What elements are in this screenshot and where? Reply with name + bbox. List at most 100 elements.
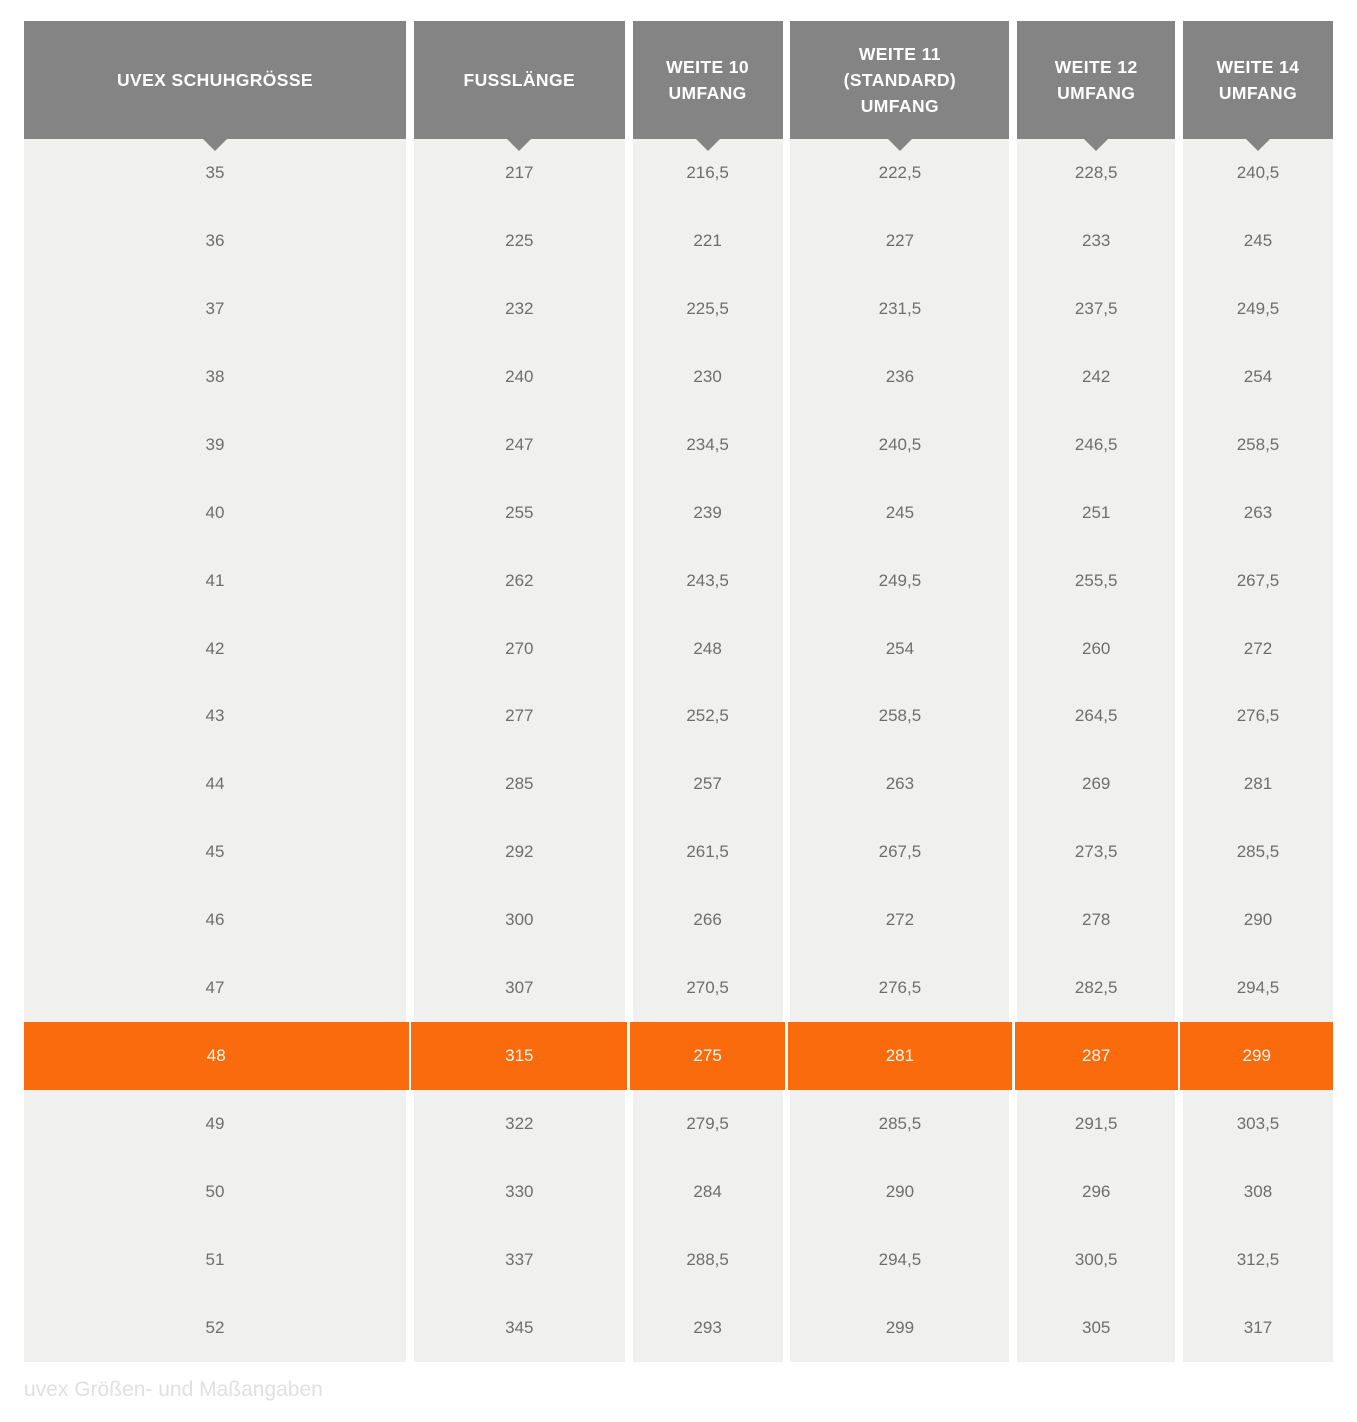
cell-schuhgroesse: 39 — [24, 410, 406, 479]
cell-weite-11-umfang: 236 — [790, 342, 1010, 411]
cell-fusslaenge: 315 — [411, 1022, 628, 1091]
triangle-down-icon — [1244, 138, 1271, 151]
cell-weite-14-umfang: 312,5 — [1182, 1226, 1333, 1294]
cell-schuhgroesse: 46 — [24, 886, 406, 955]
cell-weite-10-umfang: 221 — [632, 206, 783, 275]
cell-weite-10-umfang: 288,5 — [632, 1226, 783, 1294]
cell-weite-11-umfang: 276,5 — [790, 954, 1010, 1023]
cell-weite-12-umfang: 282,5 — [1017, 954, 1176, 1023]
cell-weite-12-umfang: 233 — [1017, 206, 1176, 275]
cell-fusslaenge: 240 — [413, 342, 625, 411]
cell-weite-14-umfang: 294,5 — [1182, 954, 1333, 1023]
header-label-weite-10-umfang: WEITE 10 UMFANG — [666, 57, 750, 103]
cell-weite-14-umfang: 263 — [1182, 478, 1333, 547]
cell-weite-14-umfang: 285,5 — [1182, 818, 1333, 887]
cell-weite-14-umfang: 290 — [1182, 886, 1333, 955]
cell-weite-14-umfang: 308 — [1182, 1158, 1333, 1226]
cell-schuhgroesse: 37 — [24, 274, 406, 343]
cell-schuhgroesse: 45 — [24, 818, 406, 887]
cell-weite-14-umfang: 281 — [1182, 750, 1333, 819]
table-row: 52 345 293 299 305 317 — [24, 1293, 1333, 1362]
table-row: 43 277 252,5 258,5 264,5 276,5 — [24, 682, 1333, 751]
cell-fusslaenge: 322 — [413, 1090, 625, 1159]
cell-weite-12-umfang: 305 — [1017, 1293, 1176, 1362]
cell-weite-12-umfang: 278 — [1017, 886, 1176, 955]
table-row: 45 292 261,5 267,5 273,5 285,5 — [24, 818, 1333, 887]
table-row: 39 247 234,5 240,5 246,5 258,5 — [24, 410, 1333, 479]
header-cell-weite-14-umfang: WEITE 14 UMFANG — [1182, 21, 1333, 151]
table-row: 40 255 239 245 251 263 — [24, 478, 1333, 547]
cell-weite-14-umfang: 276,5 — [1182, 682, 1333, 751]
cell-weite-14-umfang: 254 — [1182, 342, 1333, 411]
cell-schuhgroesse: 50 — [24, 1158, 406, 1226]
table-header-row: UVEX SCHUHGRÖSSE FUSSLÄNGE WEITE 10 UMFA… — [24, 21, 1333, 151]
cell-weite-12-umfang: 296 — [1017, 1158, 1176, 1226]
cell-fusslaenge: 330 — [413, 1158, 625, 1226]
cell-weite-10-umfang: 293 — [632, 1293, 783, 1362]
cell-schuhgroesse: 44 — [24, 750, 406, 819]
cell-weite-10-umfang: 234,5 — [632, 410, 783, 479]
triangle-down-icon — [694, 138, 721, 151]
table-row: 49 322 279,5 285,5 291,5 303,5 — [24, 1090, 1333, 1159]
table-row: 38 240 230 236 242 254 — [24, 342, 1333, 411]
cell-weite-14-umfang: 299 — [1180, 1022, 1333, 1091]
header-label-uvex-schuhgroesse: UVEX SCHUHGRÖSSE — [116, 70, 314, 90]
cell-weite-11-umfang: 249,5 — [790, 546, 1010, 615]
cell-weite-11-umfang: 299 — [790, 1293, 1010, 1362]
cell-weite-11-umfang: 290 — [790, 1158, 1010, 1226]
table-row: 51 337 288,5 294,5 300,5 312,5 — [24, 1226, 1333, 1294]
cell-weite-10-umfang: 230 — [632, 342, 783, 411]
cell-weite-12-umfang: 287 — [1014, 1022, 1178, 1091]
cell-fusslaenge: 225 — [413, 206, 625, 275]
cell-weite-10-umfang: 266 — [632, 886, 783, 955]
cell-weite-14-umfang: 267,5 — [1182, 546, 1333, 615]
cell-fusslaenge: 337 — [413, 1226, 625, 1294]
table-row: 46 300 266 272 278 290 — [24, 886, 1333, 955]
header-cell-fusslaenge: FUSSLÄNGE — [413, 21, 625, 151]
table-body: 35 217 216,5 222,5 228,5 240,5 36 225 22… — [24, 139, 1333, 1362]
cell-weite-10-umfang: 270,5 — [632, 954, 783, 1023]
cell-weite-12-umfang: 246,5 — [1017, 410, 1176, 479]
header-cell-weite-11-standard-umfang: WEITE 11 (STANDARD) UMFANG — [790, 21, 1010, 151]
cell-fusslaenge: 300 — [413, 886, 625, 955]
header-label-fusslaenge: FUSSLÄNGE — [463, 70, 576, 90]
cell-weite-11-umfang: 240,5 — [790, 410, 1010, 479]
cell-fusslaenge: 255 — [413, 478, 625, 547]
table-row: 47 307 270,5 276,5 282,5 294,5 — [24, 954, 1333, 1023]
header-cell-weite-10-umfang: WEITE 10 UMFANG — [632, 21, 783, 151]
header-cell-uvex-schuhgroesse: UVEX SCHUHGRÖSSE — [24, 21, 406, 151]
table-row: 36 225 221 227 233 245 — [24, 206, 1333, 275]
cell-weite-14-umfang: 245 — [1182, 206, 1333, 275]
cell-weite-14-umfang: 258,5 — [1182, 410, 1333, 479]
header-cell-weite-12-umfang: WEITE 12 UMFANG — [1017, 21, 1176, 151]
cell-fusslaenge: 262 — [413, 546, 625, 615]
triangle-down-icon — [506, 138, 533, 151]
cell-weite-11-umfang: 294,5 — [790, 1226, 1010, 1294]
cell-weite-11-umfang: 267,5 — [790, 818, 1010, 887]
cell-weite-10-umfang: 275 — [630, 1022, 786, 1091]
cell-schuhgroesse: 41 — [24, 546, 406, 615]
cell-weite-11-umfang: 231,5 — [790, 274, 1010, 343]
cell-fusslaenge: 277 — [413, 682, 625, 751]
cell-weite-14-umfang: 317 — [1182, 1293, 1333, 1362]
cell-weite-10-umfang: 252,5 — [632, 682, 783, 751]
table-row: 48 315 275 281 287 299 — [24, 1022, 1333, 1091]
cell-weite-11-umfang: 245 — [790, 478, 1010, 547]
triangle-down-icon — [886, 138, 913, 151]
cell-weite-12-umfang: 260 — [1017, 614, 1176, 683]
cell-weite-11-umfang: 281 — [787, 1022, 1012, 1091]
cell-fusslaenge: 285 — [413, 750, 625, 819]
table-row: 41 262 243,5 249,5 255,5 267,5 — [24, 546, 1333, 615]
cell-weite-11-umfang: 263 — [790, 750, 1010, 819]
cell-weite-14-umfang: 249,5 — [1182, 274, 1333, 343]
cell-schuhgroesse: 51 — [24, 1226, 406, 1294]
cell-schuhgroesse: 42 — [24, 614, 406, 683]
cell-schuhgroesse: 38 — [24, 342, 406, 411]
cell-weite-10-umfang: 261,5 — [632, 818, 783, 887]
cell-weite-12-umfang: 251 — [1017, 478, 1176, 547]
cell-weite-12-umfang: 300,5 — [1017, 1226, 1176, 1294]
cell-fusslaenge: 247 — [413, 410, 625, 479]
table-row: 37 232 225,5 231,5 237,5 249,5 — [24, 274, 1333, 343]
cell-weite-10-umfang: 284 — [632, 1158, 783, 1226]
cell-weite-11-umfang: 258,5 — [790, 682, 1010, 751]
